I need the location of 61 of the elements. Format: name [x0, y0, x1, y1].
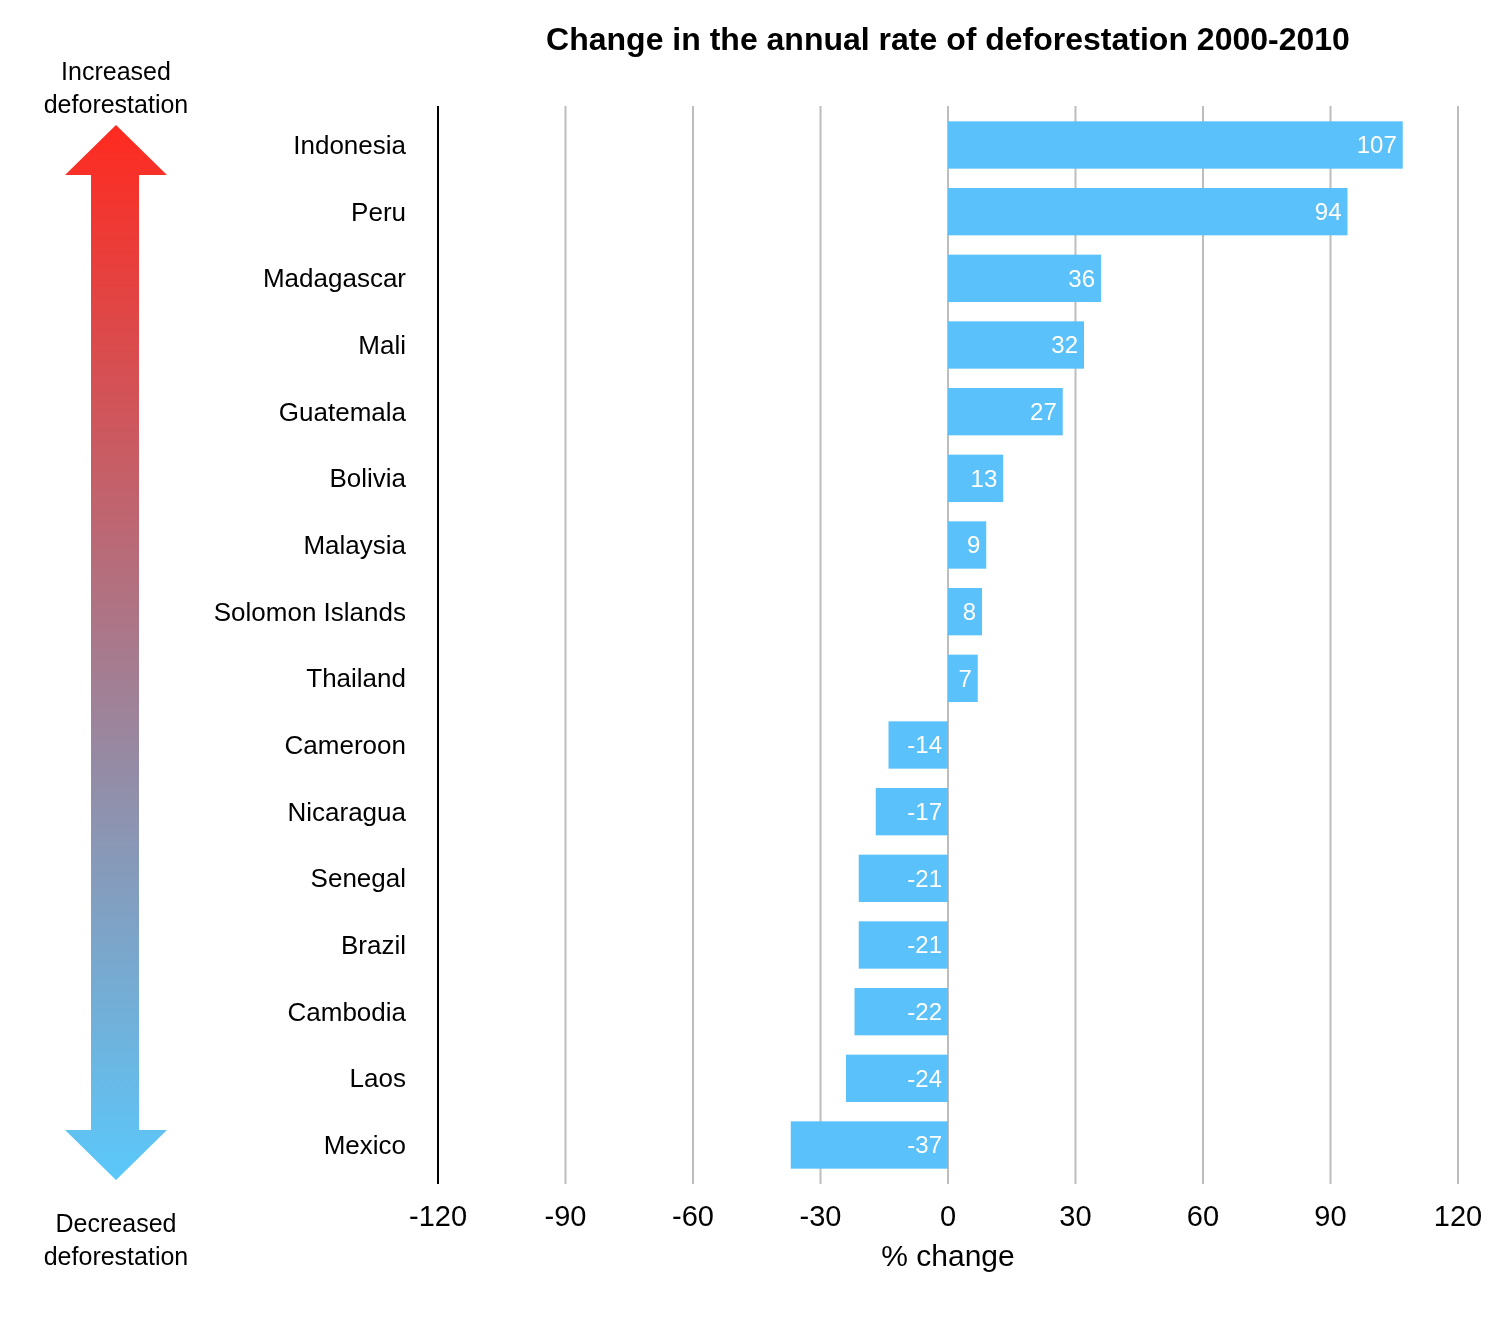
- y-tick-label: Malaysia: [303, 530, 407, 561]
- x-tick-label: -120: [408, 1200, 468, 1232]
- y-tick-label: Madagascar: [262, 263, 407, 294]
- text: Increased deforestation: [43, 57, 189, 118]
- y-tick-label: Thailand: [306, 663, 406, 694]
- x-axis-title: % change: [881, 1239, 1015, 1272]
- chart-title: Change in the annual rate of deforestation 2000-2010: [546, 21, 1350, 57]
- data-label: 13: [970, 464, 998, 492]
- y-tick-label: Bolivia: [329, 463, 407, 494]
- bar: [948, 588, 982, 636]
- bar: [948, 454, 1004, 502]
- data-label: 27: [1030, 398, 1057, 426]
- data-label: -21: [907, 931, 942, 959]
- y-tick-label: Brazil: [340, 930, 406, 961]
- bar: [854, 988, 948, 1036]
- bar: [948, 654, 978, 702]
- bar: [948, 188, 1348, 236]
- bar: [858, 921, 948, 969]
- text: Decreased deforestation: [43, 1209, 189, 1270]
- data-label: 107: [1356, 131, 1397, 159]
- data-label: -17: [907, 798, 942, 826]
- data-label: 7: [958, 664, 972, 692]
- data-label: 94: [1314, 198, 1342, 226]
- bar: [846, 1054, 948, 1102]
- x-tick-label: 30: [1059, 1200, 1092, 1232]
- x-tick-label: 60: [1186, 1200, 1220, 1232]
- y-tick-label: Cameroon: [284, 730, 406, 761]
- y-tick-label: Mexico: [323, 1130, 406, 1161]
- y-tick-label: Guatemala: [278, 396, 407, 427]
- bar: [875, 788, 948, 836]
- x-tick-label: -60: [672, 1200, 714, 1232]
- y-tick-label: Nicaragua: [287, 796, 407, 827]
- y-tick-label: Laos: [349, 1063, 406, 1094]
- bar: [948, 254, 1101, 302]
- y-tick-label: Solomon Islands: [213, 596, 406, 627]
- y-tick-label: Cambodia: [287, 996, 407, 1027]
- x-tick-label: 90: [1314, 1200, 1347, 1232]
- x-tick-label: 120: [1433, 1200, 1483, 1232]
- data-label: -24: [907, 1064, 942, 1092]
- bar: [948, 321, 1084, 369]
- bar: [888, 721, 948, 769]
- data-label: 32: [1051, 331, 1078, 359]
- data-label: 8: [962, 598, 976, 626]
- y-tick-label: Senegal: [310, 863, 406, 894]
- x-tick-label: -90: [544, 1200, 587, 1232]
- y-tick-label: Mali: [358, 330, 406, 361]
- bar: [948, 388, 1063, 436]
- bar: [790, 1121, 948, 1169]
- bar: [858, 854, 948, 902]
- bar: [948, 121, 1403, 169]
- data-label: 36: [1068, 264, 1095, 292]
- data-label: -14: [907, 731, 942, 759]
- data-label: -22: [907, 998, 942, 1026]
- x-tick-label: -30: [799, 1200, 842, 1232]
- x-tick-label: 0: [939, 1200, 957, 1232]
- y-tick-label: Peru: [351, 196, 406, 227]
- bar: [948, 521, 987, 569]
- data-label: 9: [966, 531, 981, 559]
- data-label: -37: [907, 1131, 942, 1159]
- data-label: -21: [907, 864, 942, 892]
- y-tick-label: Indonesia: [293, 130, 407, 161]
